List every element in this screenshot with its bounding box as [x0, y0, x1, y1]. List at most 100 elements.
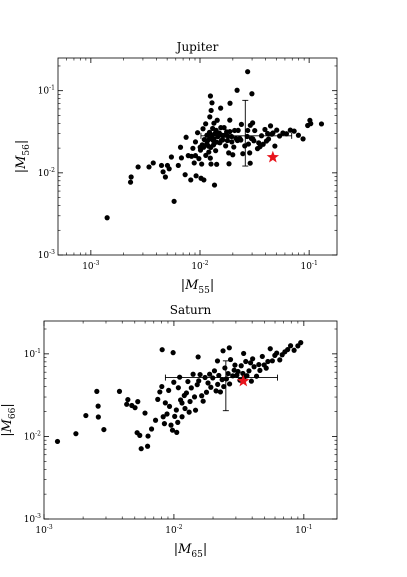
data-point [144, 443, 151, 449]
data-point [207, 371, 213, 377]
data-point [205, 380, 211, 386]
data-point [177, 144, 184, 150]
data-point [231, 144, 237, 150]
data-point [199, 161, 205, 167]
x-label-bar: | [181, 278, 185, 293]
data-point [250, 120, 256, 126]
x-tick-label: 10-2 [191, 260, 208, 272]
data-point [168, 422, 174, 428]
data-point [148, 426, 155, 432]
data-point [161, 421, 168, 427]
data-point [162, 400, 168, 406]
data-point [226, 345, 232, 351]
data-point [223, 376, 230, 382]
data-point [214, 161, 220, 167]
data-point [247, 150, 253, 156]
data-point [244, 133, 250, 140]
y-label-subscript: 66 [8, 407, 18, 419]
y-label-subscript: 56 [22, 144, 32, 156]
data-point [179, 414, 185, 420]
y-tick-exponent: -3 [49, 249, 55, 256]
x-tick-label: 10-2 [165, 524, 182, 536]
x-label-subscript: 65 [191, 550, 203, 560]
data-point [173, 407, 179, 413]
data-point [137, 432, 143, 438]
data-point [201, 144, 207, 150]
data-point [214, 358, 221, 364]
x-label-symbol: M [177, 542, 192, 557]
y-axis-label: |M56| [14, 140, 32, 174]
data-point [226, 161, 232, 167]
x-tick-base: 10 [191, 262, 203, 272]
data-point [104, 215, 110, 221]
data-point [221, 125, 227, 131]
data-point [230, 152, 236, 158]
data-point [187, 398, 193, 405]
data-point [218, 105, 224, 111]
x-tick-label: 10-1 [295, 524, 312, 536]
data-point [203, 121, 209, 127]
data-point [145, 433, 151, 439]
data-point [265, 358, 271, 365]
data-point [251, 138, 257, 144]
data-point [194, 130, 201, 136]
y-tick-base: 10 [38, 87, 50, 97]
y-tick-exponent: -3 [35, 513, 41, 520]
data-point [227, 117, 233, 123]
data-point [277, 357, 283, 363]
y-tick-label: 10-3 [24, 513, 41, 525]
data-point [209, 100, 215, 106]
data-point [226, 381, 233, 387]
y-tick-label: 10-2 [24, 430, 41, 442]
y-tick-label: 10-3 [38, 249, 55, 261]
data-point [221, 383, 227, 390]
data-point [166, 166, 172, 172]
data-point [250, 356, 256, 362]
x-axis-label: |M55| [181, 278, 215, 296]
x-tick-base: 10 [165, 526, 177, 536]
data-point [234, 87, 240, 93]
data-point [206, 149, 212, 155]
data-point [101, 426, 107, 433]
data-point [191, 160, 197, 166]
y-tick-label: 10-2 [38, 167, 55, 179]
data-point [164, 411, 170, 417]
data-point [251, 364, 257, 370]
data-point [193, 173, 199, 179]
y-label-bar: | [0, 432, 15, 436]
data-point [142, 410, 148, 416]
data-point [291, 347, 297, 353]
data-point [127, 179, 134, 185]
data-point [225, 371, 231, 377]
x-label-bar: | [203, 542, 207, 557]
data-point [244, 373, 250, 379]
y-tick-exponent: -2 [49, 167, 55, 174]
y-tick-base: 10 [38, 169, 50, 179]
data-point [170, 350, 176, 356]
data-point [217, 389, 224, 395]
data-point [298, 340, 304, 346]
x-axis-label: |M65| [174, 542, 208, 560]
data-point [203, 152, 209, 159]
y-tick-base: 10 [38, 251, 50, 261]
plot-frame [43, 320, 338, 520]
data-point [265, 130, 271, 137]
data-point [219, 377, 225, 383]
data-point [238, 137, 244, 143]
data-point [188, 385, 194, 391]
data-point [213, 388, 219, 394]
data-point [200, 398, 206, 404]
data-point [185, 378, 191, 385]
data-point [227, 128, 233, 135]
data-point [223, 143, 229, 149]
x-tick-label: 10-3 [82, 260, 99, 272]
data-point [201, 177, 207, 183]
data-point [227, 356, 234, 363]
data-point [270, 130, 276, 136]
data-point [207, 155, 213, 161]
x-tick-exponent: -3 [47, 524, 53, 531]
data-point [232, 362, 238, 368]
data-point [192, 153, 199, 159]
